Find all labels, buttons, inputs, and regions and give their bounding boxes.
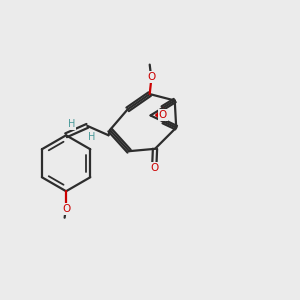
Text: O: O [159, 110, 167, 120]
Text: H: H [88, 132, 95, 142]
Text: H: H [68, 119, 75, 129]
Text: O: O [147, 72, 155, 82]
Text: O: O [150, 163, 158, 173]
Text: O: O [62, 204, 70, 214]
